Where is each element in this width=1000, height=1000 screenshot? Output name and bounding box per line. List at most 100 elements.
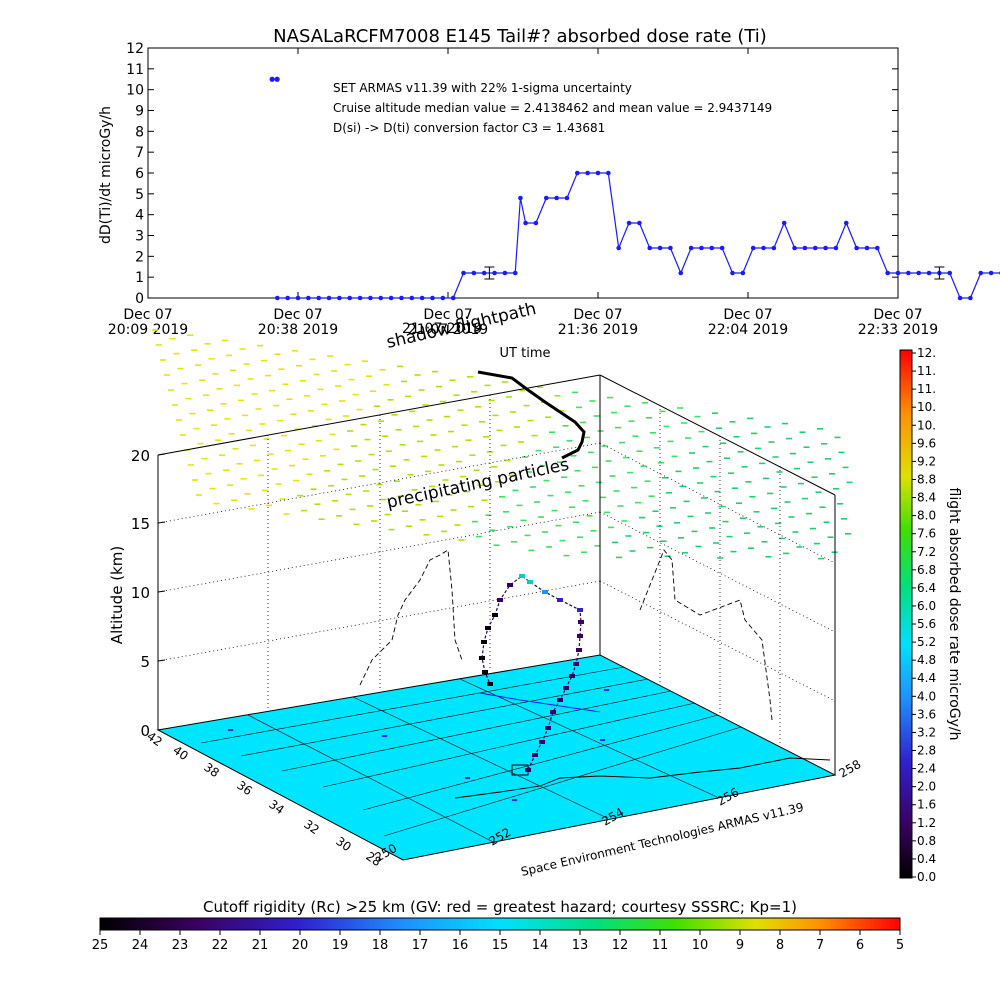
flight-track <box>479 574 584 772</box>
data-point <box>833 245 839 251</box>
z-tick-label: 10 <box>131 584 150 602</box>
data-point <box>792 245 797 251</box>
data-point <box>740 270 746 276</box>
dose-tick-label: 5.2 <box>917 635 936 649</box>
data-point <box>730 270 735 276</box>
data-point <box>688 245 694 251</box>
data-point <box>430 295 435 301</box>
flight-track-point <box>550 710 556 714</box>
floating-time-label: 21:07 2019 <box>402 321 482 337</box>
x-axis-label: UT time <box>500 346 551 361</box>
data-point <box>647 245 653 251</box>
rigidity-tick-label: 21 <box>252 938 269 953</box>
data-point <box>947 270 953 276</box>
dose-tick-label: 9.6 <box>917 436 936 450</box>
data-point <box>750 245 756 251</box>
rigidity-tick-label: 25 <box>92 938 109 953</box>
data-point <box>399 295 404 301</box>
data-point <box>518 195 523 201</box>
data-point <box>564 195 570 201</box>
data-point <box>357 295 363 301</box>
data-point <box>719 245 725 251</box>
flight-track-point <box>557 598 563 602</box>
annotation-2: Cruise altitude median value = 2.4138462… <box>333 101 772 115</box>
shadow-path-line <box>477 370 586 460</box>
flight-track-point <box>545 726 551 730</box>
grid-line <box>383 726 742 837</box>
dose-tick-label: 11. <box>917 364 936 378</box>
flight-track-point <box>569 674 575 678</box>
data-point <box>461 270 466 276</box>
flight-track-point <box>573 662 579 666</box>
x-tick-label-date: Dec 07 <box>573 307 622 323</box>
data-point <box>978 270 984 276</box>
rigidity-tick-label: 24 <box>132 938 149 953</box>
data-point <box>781 220 787 226</box>
rigidity-tick-label: 5 <box>896 938 904 953</box>
data-point <box>409 295 415 301</box>
x-tick-label-date: Dec 07 <box>123 307 172 323</box>
x-tick-label-time: 20:09 2019 <box>108 322 188 338</box>
flight-track-point <box>485 626 491 630</box>
rigidity-tick-label: 7 <box>816 938 824 953</box>
dose-colorbar <box>899 349 913 879</box>
ground-features <box>228 689 831 801</box>
dose-tick-label: 8.4 <box>917 491 936 505</box>
dose-tick-label: 1.2 <box>917 816 936 830</box>
latitude-tick-label: 36 <box>234 778 255 798</box>
left-wall-shadow-track <box>359 549 463 686</box>
flight-track-point <box>479 656 485 660</box>
data-point <box>802 245 808 251</box>
dose-tick-label: 4.0 <box>917 689 936 703</box>
grid-line <box>157 442 601 524</box>
data-point <box>843 220 849 226</box>
z-tick-mark <box>157 659 166 662</box>
box-edge <box>157 374 601 456</box>
flight-track-point <box>527 580 533 584</box>
rigidity-tick-label: 11 <box>652 938 669 953</box>
data-point <box>388 295 394 301</box>
grid-line <box>599 511 836 633</box>
data-point <box>885 270 890 276</box>
flight-track-point <box>492 613 498 617</box>
dose-tick-label: 8.8 <box>917 472 936 486</box>
data-point <box>368 295 373 301</box>
dose-tick-label: 11. <box>917 382 936 396</box>
data-point <box>481 270 487 276</box>
data-point <box>440 295 446 301</box>
latitude-tick-label: 38 <box>201 760 222 780</box>
x-tick-label-time: 21:36 2019 <box>558 322 638 338</box>
latitude-tick-label: 34 <box>266 797 287 817</box>
data-point <box>306 295 311 301</box>
data-point <box>492 270 497 276</box>
data-point <box>854 245 859 251</box>
x-tick-label-date: Dec 07 <box>723 307 772 323</box>
y-tick-label: 7 <box>135 145 144 161</box>
y-tick-label: 11 <box>126 62 144 78</box>
dose-tick-label: 0.0 <box>917 870 936 884</box>
data-point <box>274 76 280 82</box>
series-line <box>277 172 1000 299</box>
flight-track-point <box>578 620 584 624</box>
flight-track-point <box>576 648 582 652</box>
shadow-flightpath <box>477 370 586 460</box>
box-gridlines <box>157 395 836 746</box>
data-point <box>326 295 332 301</box>
grid-line <box>459 678 718 798</box>
x-tick-label-date: Dec 07 <box>273 307 322 323</box>
precipitating-particles-field <box>152 329 853 560</box>
rigidity-tick-label: 18 <box>372 938 389 953</box>
rigidity-tick-label: 16 <box>452 938 469 953</box>
data-point <box>606 170 611 176</box>
grid-line <box>247 714 496 844</box>
grid-line <box>362 714 719 811</box>
data-point <box>295 295 301 301</box>
annotation-3: D(si) -> D(ti) conversion factor C3 = 1.… <box>333 121 605 135</box>
data-point <box>595 170 601 176</box>
dose-tick-label: 4.4 <box>917 671 936 685</box>
flight-track-point <box>563 686 569 690</box>
flight-track-point <box>519 574 525 578</box>
dose-tick-label: 6.4 <box>917 581 936 595</box>
